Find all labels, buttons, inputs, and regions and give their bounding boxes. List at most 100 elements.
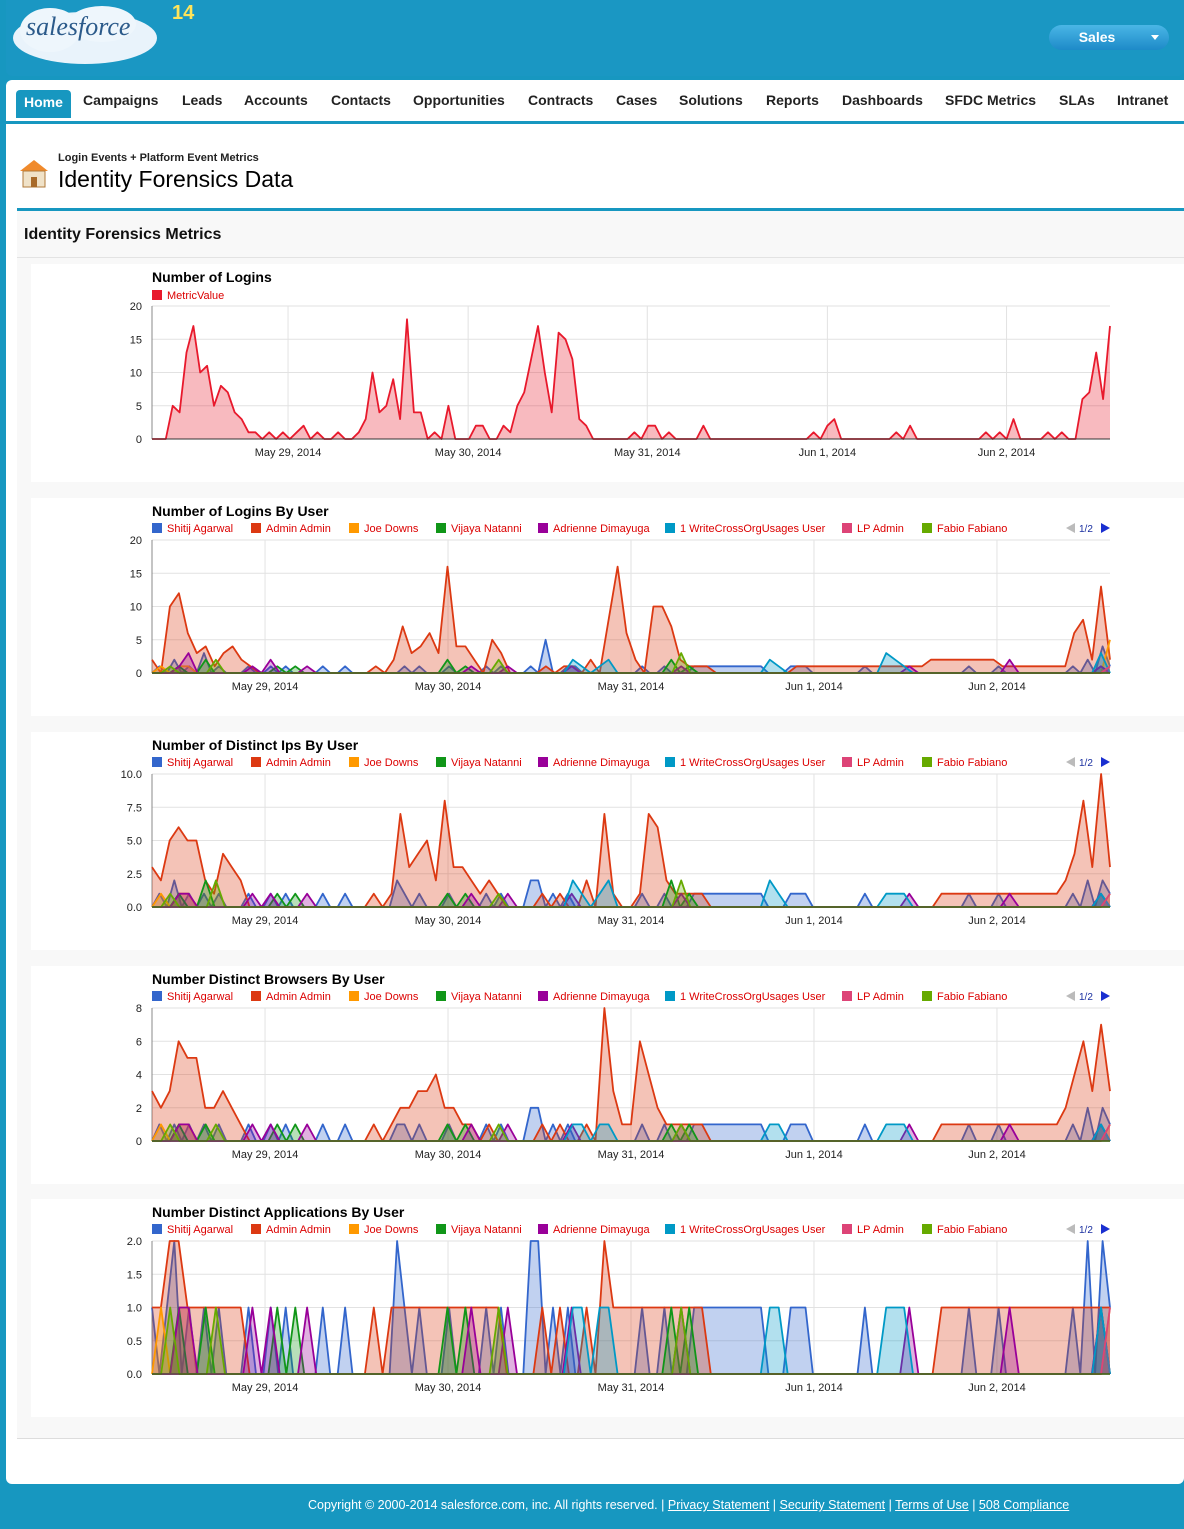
legend-swatch <box>251 523 261 533</box>
copyright-text: Copyright © 2000-2014 salesforce.com, in… <box>308 1498 668 1512</box>
legend-label: 1 WriteCrossOrgUsages User <box>680 757 826 769</box>
legend-swatch <box>922 757 932 767</box>
legend-swatch <box>842 1224 852 1234</box>
y-tick-label: 5 <box>136 635 142 647</box>
legend-label: Admin Admin <box>266 991 331 1003</box>
x-tick-label: May 30, 2014 <box>415 1149 482 1161</box>
series-area-adrienne-dimayuga <box>152 1307 1110 1374</box>
legend-label: Shitij Agarwal <box>167 1224 233 1236</box>
tab-solutions[interactable]: Solutions <box>679 92 743 108</box>
privacy-statement-link[interactable]: Privacy Statement <box>667 1498 770 1512</box>
logo-text: salesforce <box>26 12 131 41</box>
x-tick-label: Jun 1, 2014 <box>785 1149 843 1161</box>
y-tick-label: 4 <box>136 1070 142 1082</box>
x-tick-label: May 31, 2014 <box>598 915 665 927</box>
series-area-adrienne-dimayuga <box>152 893 1110 907</box>
tab-home[interactable]: Home <box>16 90 71 118</box>
series-area-adrienne-dimayuga <box>152 1124 1110 1141</box>
x-tick-label: May 29, 2014 <box>232 1149 299 1161</box>
pager-label: 1/2 <box>1079 1225 1093 1236</box>
legend-label: 1 WriteCrossOrgUsages User <box>680 991 826 1003</box>
tab-contracts[interactable]: Contracts <box>528 92 594 108</box>
chart-card-logins-by-user: Number of Logins By User Shitij Agarwal Ad… <box>31 498 1184 716</box>
breadcrumb: Login Events + Platform Event Metrics <box>58 152 259 164</box>
chart-ips-by-user: Number of Distinct Ips By User Shitij Aga… <box>121 737 1111 927</box>
chart-browsers-by-user: Number Distinct Browsers By User Shitij A… <box>136 971 1111 1161</box>
security-statement-link[interactable]: Security Statement <box>779 1498 886 1512</box>
tab-reports[interactable]: Reports <box>766 92 819 108</box>
chart-card-applications-by-user: Number Distinct Applications By User Shit… <box>31 1199 1184 1417</box>
legend-label: Joe Downs <box>364 523 419 535</box>
pager-next-icon <box>1101 991 1110 1001</box>
x-tick-label: Jun 1, 2014 <box>785 1382 843 1394</box>
y-tick-label: 2 <box>136 1103 142 1115</box>
panel-title: Identity Forensics Metrics <box>24 226 222 243</box>
page-title: Identity Forensics Data <box>58 166 294 192</box>
legend-swatch <box>152 523 162 533</box>
tab-campaigns[interactable]: Campaigns <box>83 92 159 108</box>
legend-label: Fabio Fabiano <box>937 757 1007 769</box>
legend-label: Adrienne Dimayuga <box>553 757 650 769</box>
pager-next-icon <box>1101 523 1110 533</box>
legend-label: 1 WriteCrossOrgUsages User <box>680 523 826 535</box>
legend-label: Vijaya Natanni <box>451 991 522 1003</box>
x-tick-label: May 31, 2014 <box>614 447 681 459</box>
legend-swatch <box>665 1224 675 1234</box>
legend-swatch <box>251 757 261 767</box>
salesforce-logo[interactable] <box>10 4 160 66</box>
y-tick-label: 0 <box>136 1136 142 1148</box>
pager-label: 1/2 <box>1079 524 1093 535</box>
pager-next-icon <box>1101 1224 1110 1234</box>
legend-swatch <box>665 757 675 767</box>
chart-card-logins: Number of Logins MetricValue 0 5 10 15 20 May 2… <box>31 264 1184 482</box>
footer-text: Copyright © 2000-2014 salesforce.com, in… <box>308 1498 1070 1512</box>
tab-contacts[interactable]: Contacts <box>331 92 391 108</box>
508-compliance-link[interactable]: 508 Compliance <box>978 1498 1070 1512</box>
y-tick-label: 2.5 <box>127 869 142 881</box>
legend-label: LP Admin <box>857 1224 904 1236</box>
chart-logins: Number of Logins MetricValue 0 5 10 15 20 May 2… <box>130 269 1111 459</box>
x-tick-label: Jun 2, 2014 <box>968 1382 1026 1394</box>
pager-label: 1/2 <box>1079 992 1093 1003</box>
tab-sfdc-metrics[interactable]: SFDC Metrics <box>945 92 1037 108</box>
y-tick-label: 2.0 <box>127 1236 142 1248</box>
legend-label: Adrienne Dimayuga <box>553 523 650 535</box>
tab-slas[interactable]: SLAs <box>1059 92 1095 108</box>
terms-of-use-link[interactable]: Terms of Use <box>895 1498 969 1512</box>
x-tick-label: Jun 1, 2014 <box>799 447 857 459</box>
legend-label: 1 WriteCrossOrgUsages User <box>680 1224 826 1236</box>
tab-dashboards[interactable]: Dashboards <box>842 92 923 108</box>
legend-swatch <box>665 523 675 533</box>
legend-swatch <box>922 991 932 1001</box>
chart-title: Number Distinct Applications By User <box>152 1204 405 1220</box>
pager-prev-icon <box>1066 1224 1075 1234</box>
chevron-down-icon <box>1151 35 1159 40</box>
footer: Copyright © 2000-2014 salesforce.com, in… <box>0 1484 1184 1529</box>
pager-next-icon <box>1101 757 1110 767</box>
legend-swatch <box>436 1224 446 1234</box>
tab-leads[interactable]: Leads <box>182 92 223 108</box>
legend-swatch <box>349 1224 359 1234</box>
app-switcher[interactable]: Sales <box>1049 25 1169 50</box>
legend-label: MetricValue <box>167 290 224 302</box>
x-tick-label: May 30, 2014 <box>415 1382 482 1394</box>
tab-accounts[interactable]: Accounts <box>244 92 308 108</box>
y-tick-label: 15 <box>130 334 142 346</box>
series-area-admin-admin <box>152 566 1110 673</box>
x-tick-label: May 29, 2014 <box>232 1382 299 1394</box>
x-tick-label: May 29, 2014 <box>232 681 299 693</box>
series-area-metricvalue <box>152 319 1110 439</box>
legend-label: Fabio Fabiano <box>937 991 1007 1003</box>
x-tick-label: May 29, 2014 <box>232 915 299 927</box>
tab-cases[interactable]: Cases <box>616 92 658 108</box>
pager-label: 1/2 <box>1079 758 1093 769</box>
legend-swatch <box>251 1224 261 1234</box>
tab-opportunities[interactable]: Opportunities <box>413 92 505 108</box>
x-tick-label: May 31, 2014 <box>598 1382 665 1394</box>
legend-swatch <box>538 523 548 533</box>
legend-swatch <box>152 1224 162 1234</box>
tab-intranet[interactable]: Intranet <box>1117 92 1169 108</box>
tab-bar: Home Campaigns Leads Accounts Contacts O… <box>6 80 1184 124</box>
chart-card-ips-by-user: Number of Distinct Ips By User Shitij Aga… <box>31 732 1184 950</box>
legend-swatch <box>152 757 162 767</box>
